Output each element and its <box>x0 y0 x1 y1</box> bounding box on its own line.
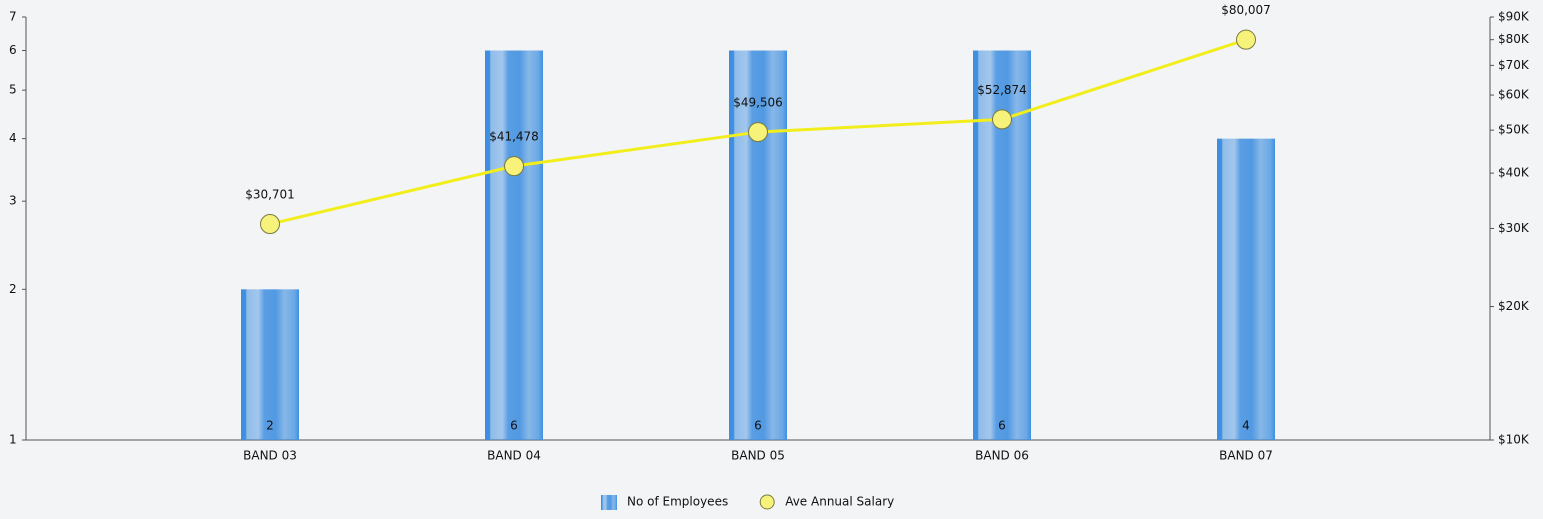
y-tick-label: 1 <box>9 433 17 447</box>
y-tick-label: 5 <box>9 83 17 97</box>
line-value-label: $80,007 <box>1221 3 1271 17</box>
line-marker <box>748 122 768 143</box>
y2-tick-label: $10K <box>1498 433 1530 447</box>
bar-value-label: 6 <box>510 419 518 433</box>
x-tick-label: BAND 05 <box>731 449 785 463</box>
x-tick-label: BAND 04 <box>487 449 541 463</box>
y2-tick-label: $80K <box>1498 32 1530 46</box>
x-tick-label: BAND 06 <box>975 449 1029 463</box>
bar <box>241 289 299 440</box>
bar-value-label: 6 <box>754 419 762 433</box>
y-tick-label: 3 <box>9 194 17 208</box>
legend-label: Ave Annual Salary <box>785 495 894 509</box>
line-value-label: $30,701 <box>245 188 295 202</box>
bar <box>485 50 543 440</box>
line-value-label: $41,478 <box>489 130 539 144</box>
crescent <box>58 29 225 363</box>
y-tick-label: 6 <box>9 43 17 57</box>
line-marker <box>504 156 524 177</box>
bar-value-label: 6 <box>998 419 1006 433</box>
bar <box>1217 138 1275 440</box>
line-value-label: $52,874 <box>977 83 1027 97</box>
x-tick-label: BAND 03 <box>243 449 297 463</box>
bar <box>729 50 787 440</box>
watermark <box>58 29 225 363</box>
x-tick-label: BAND 07 <box>1219 449 1273 463</box>
y-tick-label: 2 <box>9 282 17 296</box>
y2-tick-label: $40K <box>1498 166 1530 180</box>
line-marker <box>1236 29 1256 50</box>
y2-tick-label: $90K <box>1498 10 1530 24</box>
line-marker <box>260 214 280 235</box>
y2-tick-label: $70K <box>1498 58 1530 72</box>
bar-value-label: 4 <box>1242 419 1250 433</box>
y2-tick-label: $60K <box>1498 88 1530 102</box>
y2-tick-label: $20K <box>1498 299 1530 313</box>
legend-label: No of Employees <box>627 495 728 509</box>
bar-value-label: 2 <box>266 419 274 433</box>
y-tick-label: 7 <box>9 10 17 24</box>
y-tick-label: 4 <box>9 131 17 145</box>
y2-tick-label: $30K <box>1498 221 1530 235</box>
legend-swatch <box>759 494 775 510</box>
y2-tick-label: $50K <box>1498 123 1530 137</box>
bar <box>973 50 1031 440</box>
legend-swatch <box>601 495 617 510</box>
line-value-label: $49,506 <box>733 96 783 110</box>
line-marker <box>992 109 1012 130</box>
